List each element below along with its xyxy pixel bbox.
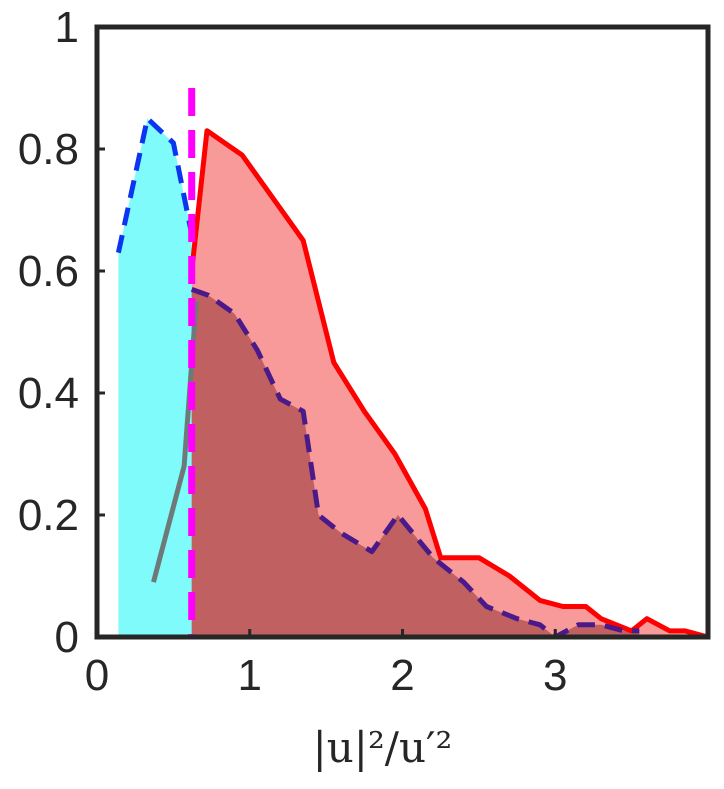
y-tick-label: 0.8 [18, 125, 79, 174]
x-axis: 0 1 2 3 [85, 629, 567, 700]
x-axis-label: |u|²/u′² [313, 723, 453, 772]
darkred-area-dashed-line [190, 286, 640, 640]
x-tick-label: 1 [238, 651, 262, 700]
y-tick-label: 0.4 [18, 369, 79, 418]
area-fills [118, 118, 708, 637]
y-tick-label: 0 [55, 613, 79, 662]
red-area-solid-line [189, 128, 709, 640]
x-tick-label: 3 [543, 651, 567, 700]
y-tick-label: 0.6 [18, 247, 79, 296]
y-tick-label: 1 [55, 3, 79, 52]
darkred-area-dashed-fill [191, 289, 640, 637]
x-tick-label: 2 [390, 651, 414, 700]
cyan-area-dashed-line [115, 116, 195, 254]
y-axis: 0 0.2 0.4 0.6 0.8 1 [18, 3, 105, 662]
red-area-solid-fill [191, 130, 708, 637]
y-tick-label: 0.2 [18, 491, 79, 540]
x-tick-label: 0 [85, 651, 109, 700]
